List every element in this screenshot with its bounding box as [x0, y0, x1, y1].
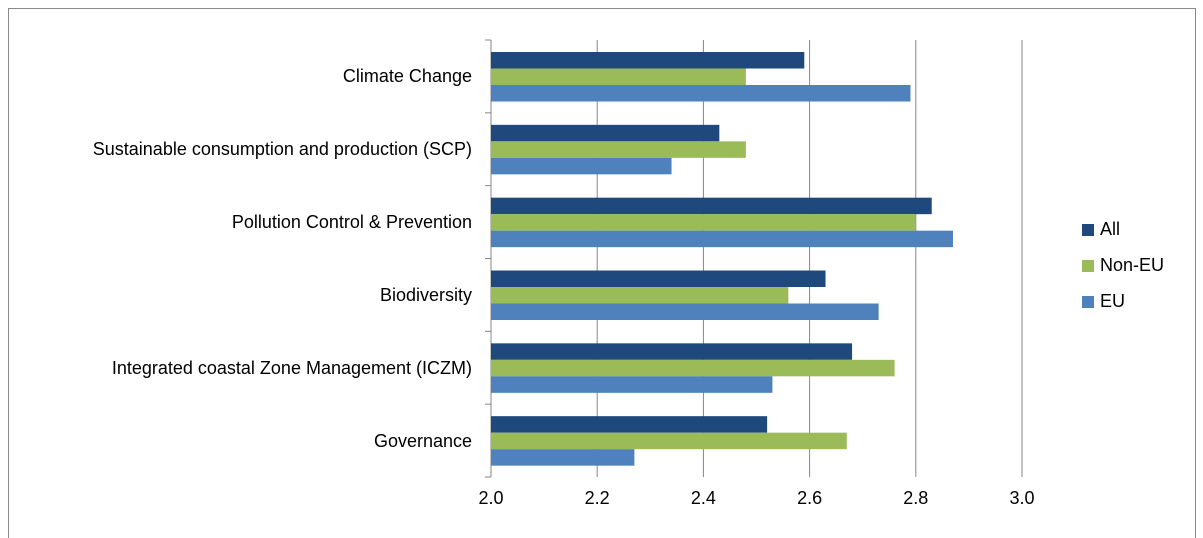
bar	[491, 157, 672, 175]
legend-label: EU	[1100, 291, 1125, 311]
y-tick-label: Sustainable consumption and production (…	[20, 137, 472, 161]
y-tick-label: Biodiversity	[20, 283, 472, 307]
chart-border	[8, 8, 1196, 538]
bar	[491, 343, 853, 360]
category-text: Integrated coastal Zone Management (ICZM…	[111, 357, 472, 378]
category-text: Biodiversity	[379, 284, 472, 305]
bar	[491, 230, 953, 248]
x-tick-label: 2.2	[585, 488, 610, 508]
x-tick-label: 2.0	[478, 488, 503, 508]
bar	[491, 270, 826, 287]
legend-swatch	[1082, 224, 1094, 236]
x-tick-label: 2.4	[691, 488, 716, 508]
bar	[491, 68, 746, 85]
bar	[491, 303, 879, 320]
category-text: Pollution Control & Prevention	[231, 212, 472, 233]
bar	[491, 52, 805, 69]
bar	[491, 432, 847, 450]
bar	[491, 197, 932, 215]
bar	[491, 359, 895, 377]
bar	[491, 141, 746, 158]
bar	[491, 124, 720, 142]
category-text: Climate Change	[342, 66, 472, 87]
legend-label: All	[1100, 219, 1120, 239]
legend-swatch	[1082, 296, 1094, 308]
bar	[491, 214, 916, 231]
x-tick-label: 3.0	[1009, 488, 1034, 508]
legend-label: Non-EU	[1100, 255, 1164, 275]
y-tick-label: Climate Change	[20, 64, 472, 88]
bar	[491, 416, 768, 433]
bar	[491, 449, 635, 466]
y-tick-label: Governance	[20, 429, 472, 453]
bar	[491, 85, 911, 102]
bar	[491, 376, 773, 393]
category-text: Governance	[373, 430, 472, 451]
y-tick-label: Integrated coastal Zone Management (ICZM…	[20, 356, 472, 380]
category-text: Sustainable consumption and production (…	[92, 139, 472, 160]
legend-swatch	[1082, 260, 1094, 272]
x-tick-label: 2.8	[903, 488, 928, 508]
y-tick-label: Pollution Control & Prevention	[20, 210, 472, 234]
bar	[491, 287, 789, 304]
x-tick-label: 2.6	[797, 488, 822, 508]
